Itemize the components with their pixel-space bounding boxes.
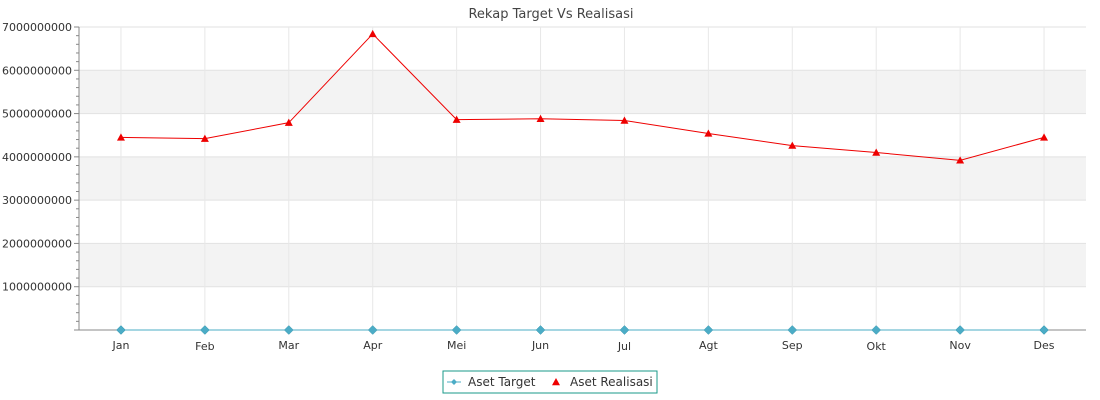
data-point-triangle bbox=[368, 29, 377, 38]
x-tick-label: Jun bbox=[531, 339, 549, 352]
data-point-triangle bbox=[704, 129, 713, 137]
legend-item-aset-target[interactable]: Aset Target bbox=[447, 375, 536, 389]
data-point-diamond bbox=[871, 325, 882, 335]
legend-item-aset-realisasi[interactable]: Aset Realisasi bbox=[552, 375, 653, 389]
data-point-diamond bbox=[955, 325, 965, 335]
data-point-diamond bbox=[367, 325, 378, 335]
data-point-diamond bbox=[1039, 325, 1049, 335]
series-layer bbox=[116, 29, 1049, 335]
x-tick-label: Agt bbox=[699, 339, 719, 352]
series-aset-target bbox=[116, 325, 1049, 335]
y-tick-label: 5000000000 bbox=[2, 108, 72, 121]
data-point-triangle bbox=[1040, 133, 1049, 141]
data-point-diamond bbox=[451, 325, 462, 335]
data-point-triangle bbox=[452, 115, 461, 123]
x-tick-label: Jan bbox=[111, 339, 129, 352]
x-axis-ticks: Jan Feb Mar Apr Mei Jun Jul Agt Sep Okt Nov Des bbox=[111, 330, 1055, 353]
grid-lines bbox=[79, 26, 1086, 330]
grid-band bbox=[79, 70, 1086, 114]
legend[interactable]: Aset Target Aset Realisasi bbox=[442, 370, 658, 394]
x-tick-label: Apr bbox=[363, 339, 383, 352]
x-tick-label: Nov bbox=[949, 339, 971, 352]
data-point-triangle bbox=[200, 134, 209, 142]
chart-title: Rekap Target Vs Realisasi bbox=[468, 7, 633, 22]
data-point-triangle bbox=[620, 116, 629, 124]
y-tick-label: 4000000000 bbox=[2, 151, 72, 164]
y-axis-ticks: 1000000000 2000000000 3000000000 4000000000… bbox=[2, 21, 79, 331]
data-point-triangle bbox=[956, 156, 965, 164]
data-point-triangle bbox=[284, 118, 293, 126]
data-point-diamond bbox=[619, 325, 630, 335]
series-line bbox=[120, 33, 1045, 161]
x-tick-label: Sep bbox=[782, 339, 803, 352]
legend-box bbox=[442, 370, 658, 394]
x-tick-label: Des bbox=[1034, 339, 1055, 352]
y-tick-label: 6000000000 bbox=[2, 64, 72, 77]
x-tick-label: Okt bbox=[867, 340, 887, 353]
data-point-diamond bbox=[200, 325, 210, 335]
plot-bands bbox=[79, 70, 1086, 287]
y-tick-label: 7000000000 bbox=[2, 21, 72, 34]
data-point-diamond bbox=[535, 325, 546, 335]
data-point-diamond bbox=[787, 325, 798, 335]
series-aset-realisasi bbox=[116, 29, 1049, 164]
grid-band bbox=[79, 243, 1086, 287]
legend-label-aset-realisasi: Aset Realisasi bbox=[570, 375, 653, 389]
data-point-diamond bbox=[703, 325, 714, 335]
data-point-triangle bbox=[116, 133, 125, 141]
legend-marker-diamond bbox=[451, 379, 457, 385]
y-tick-label: 3000000000 bbox=[2, 194, 72, 207]
grid-band bbox=[79, 156, 1086, 201]
data-point-diamond bbox=[283, 325, 294, 335]
y-tick-label: 2000000000 bbox=[2, 237, 72, 250]
x-tick-label: Mei bbox=[447, 339, 466, 352]
x-tick-label: Mar bbox=[278, 339, 299, 352]
data-point-diamond bbox=[116, 325, 126, 335]
x-tick-label: Jul bbox=[617, 340, 631, 353]
x-tick-label: Feb bbox=[195, 340, 214, 353]
data-point-triangle bbox=[788, 141, 797, 149]
data-point-triangle bbox=[536, 114, 545, 122]
legend-label-aset-target: Aset Target bbox=[468, 375, 536, 389]
data-point-triangle bbox=[872, 148, 881, 156]
y-tick-label: 1000000000 bbox=[2, 281, 72, 294]
legend-marker-triangle bbox=[552, 378, 560, 386]
